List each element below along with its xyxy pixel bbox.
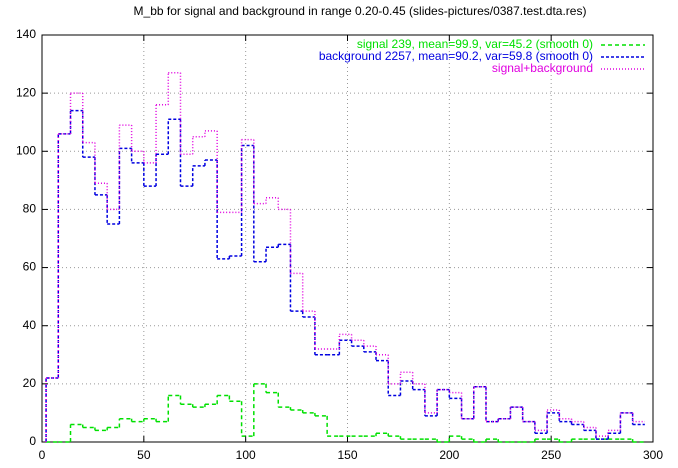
x-tick-label: 0	[39, 448, 46, 462]
y-tick-label: 80	[23, 202, 37, 216]
y-tick-label: 0	[29, 434, 36, 448]
y-tick-label: 40	[23, 318, 37, 332]
x-tick-label: 150	[337, 448, 357, 462]
y-tick-label: 120	[16, 85, 36, 99]
y-tick-label: 60	[23, 260, 37, 274]
y-tick-label: 100	[16, 143, 36, 157]
y-tick-label: 20	[23, 376, 37, 390]
y-tick-label: 140	[16, 27, 36, 41]
x-tick-label: 250	[541, 448, 561, 462]
legend-label: signal 239, mean=99.9, var=45.2 (smooth …	[357, 37, 593, 51]
chart-title: M_bb for signal and background in range …	[134, 4, 587, 18]
plot-frame	[41, 34, 654, 443]
x-tick-label: 100	[236, 448, 256, 462]
legend-label: signal+background	[492, 61, 593, 75]
x-tick-label: 50	[137, 448, 151, 462]
legend-label: background 2257, mean=90.2, var=59.8 (sm…	[319, 49, 593, 63]
x-tick-label: 300	[643, 448, 663, 462]
x-tick-label: 200	[439, 448, 459, 462]
